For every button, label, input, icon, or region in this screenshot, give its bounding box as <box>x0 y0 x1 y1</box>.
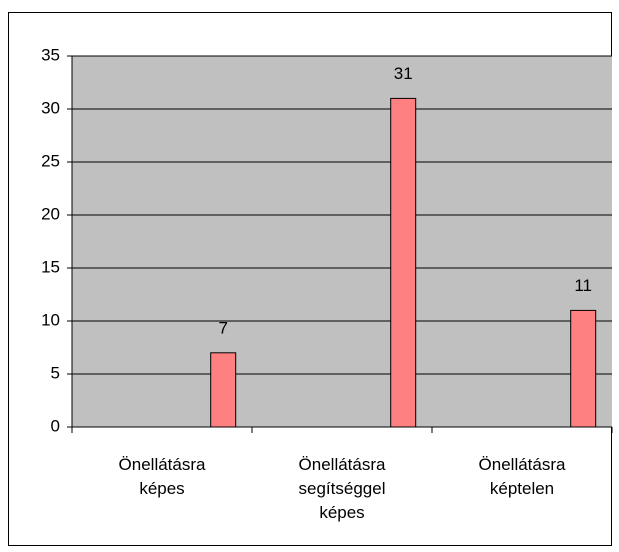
y-tick-label: 10 <box>41 310 60 329</box>
y-tick-label: 35 <box>41 45 60 64</box>
y-tick-label: 25 <box>41 151 60 170</box>
bar <box>570 309 597 428</box>
y-tick-label: 20 <box>41 204 60 223</box>
data-label: 11 <box>574 276 592 295</box>
y-tick-label: 30 <box>41 98 60 117</box>
y-tick-label: 5 <box>51 363 60 382</box>
y-tick-label: 15 <box>41 257 60 276</box>
bar <box>390 97 417 428</box>
x-tick-label: Önellátásra segítséggel képes <box>298 455 386 522</box>
y-tick-label: 0 <box>51 416 60 435</box>
x-tick-label: Önellátásra képtelen <box>478 455 566 498</box>
bar <box>210 352 237 428</box>
x-tick-label: Önellátásra képes <box>118 455 206 498</box>
plot-area <box>72 56 612 427</box>
data-label: 7 <box>218 318 227 337</box>
data-label: 31 <box>394 64 413 83</box>
